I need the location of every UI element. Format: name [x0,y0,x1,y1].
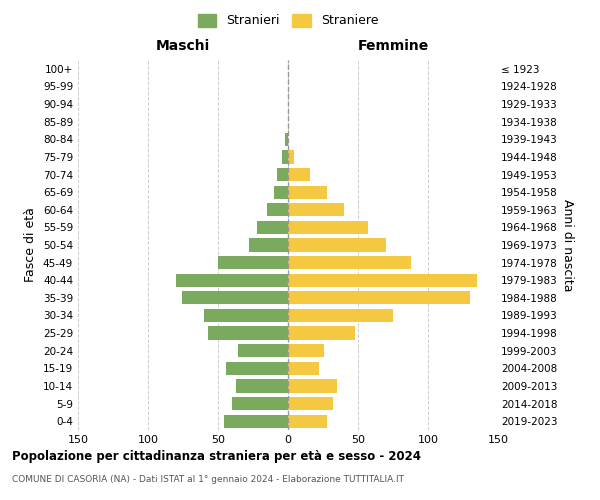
Bar [224,414,288,428]
Bar [257,221,288,234]
Bar [288,186,327,198]
Text: Femmine: Femmine [358,39,428,53]
Bar [288,309,393,322]
Bar [285,132,288,146]
Bar [288,221,368,234]
Bar [182,291,288,304]
Bar [288,380,337,392]
Bar [288,397,333,410]
Bar [288,326,355,340]
Bar [288,344,325,358]
Bar [283,150,288,164]
Bar [204,309,288,322]
Bar [288,256,411,269]
Bar [208,326,288,340]
Bar [288,150,293,164]
Bar [218,256,288,269]
Y-axis label: Fasce di età: Fasce di età [25,208,37,282]
Text: Maschi: Maschi [156,39,210,53]
Bar [288,414,327,428]
Bar [238,344,288,358]
Bar [236,380,288,392]
Bar [226,362,288,375]
Bar [288,203,344,216]
Bar [288,168,310,181]
Bar [277,168,288,181]
Legend: Stranieri, Straniere: Stranieri, Straniere [193,8,383,32]
Bar [274,186,288,198]
Bar [288,362,319,375]
Bar [288,291,470,304]
Bar [249,238,288,252]
Bar [267,203,288,216]
Bar [176,274,288,287]
Bar [288,238,386,252]
Bar [288,274,477,287]
Text: Popolazione per cittadinanza straniera per età e sesso - 2024: Popolazione per cittadinanza straniera p… [12,450,421,463]
Text: COMUNE DI CASORIA (NA) - Dati ISTAT al 1° gennaio 2024 - Elaborazione TUTTITALIA: COMUNE DI CASORIA (NA) - Dati ISTAT al 1… [12,475,404,484]
Y-axis label: Anni di nascita: Anni di nascita [561,198,574,291]
Bar [232,397,288,410]
